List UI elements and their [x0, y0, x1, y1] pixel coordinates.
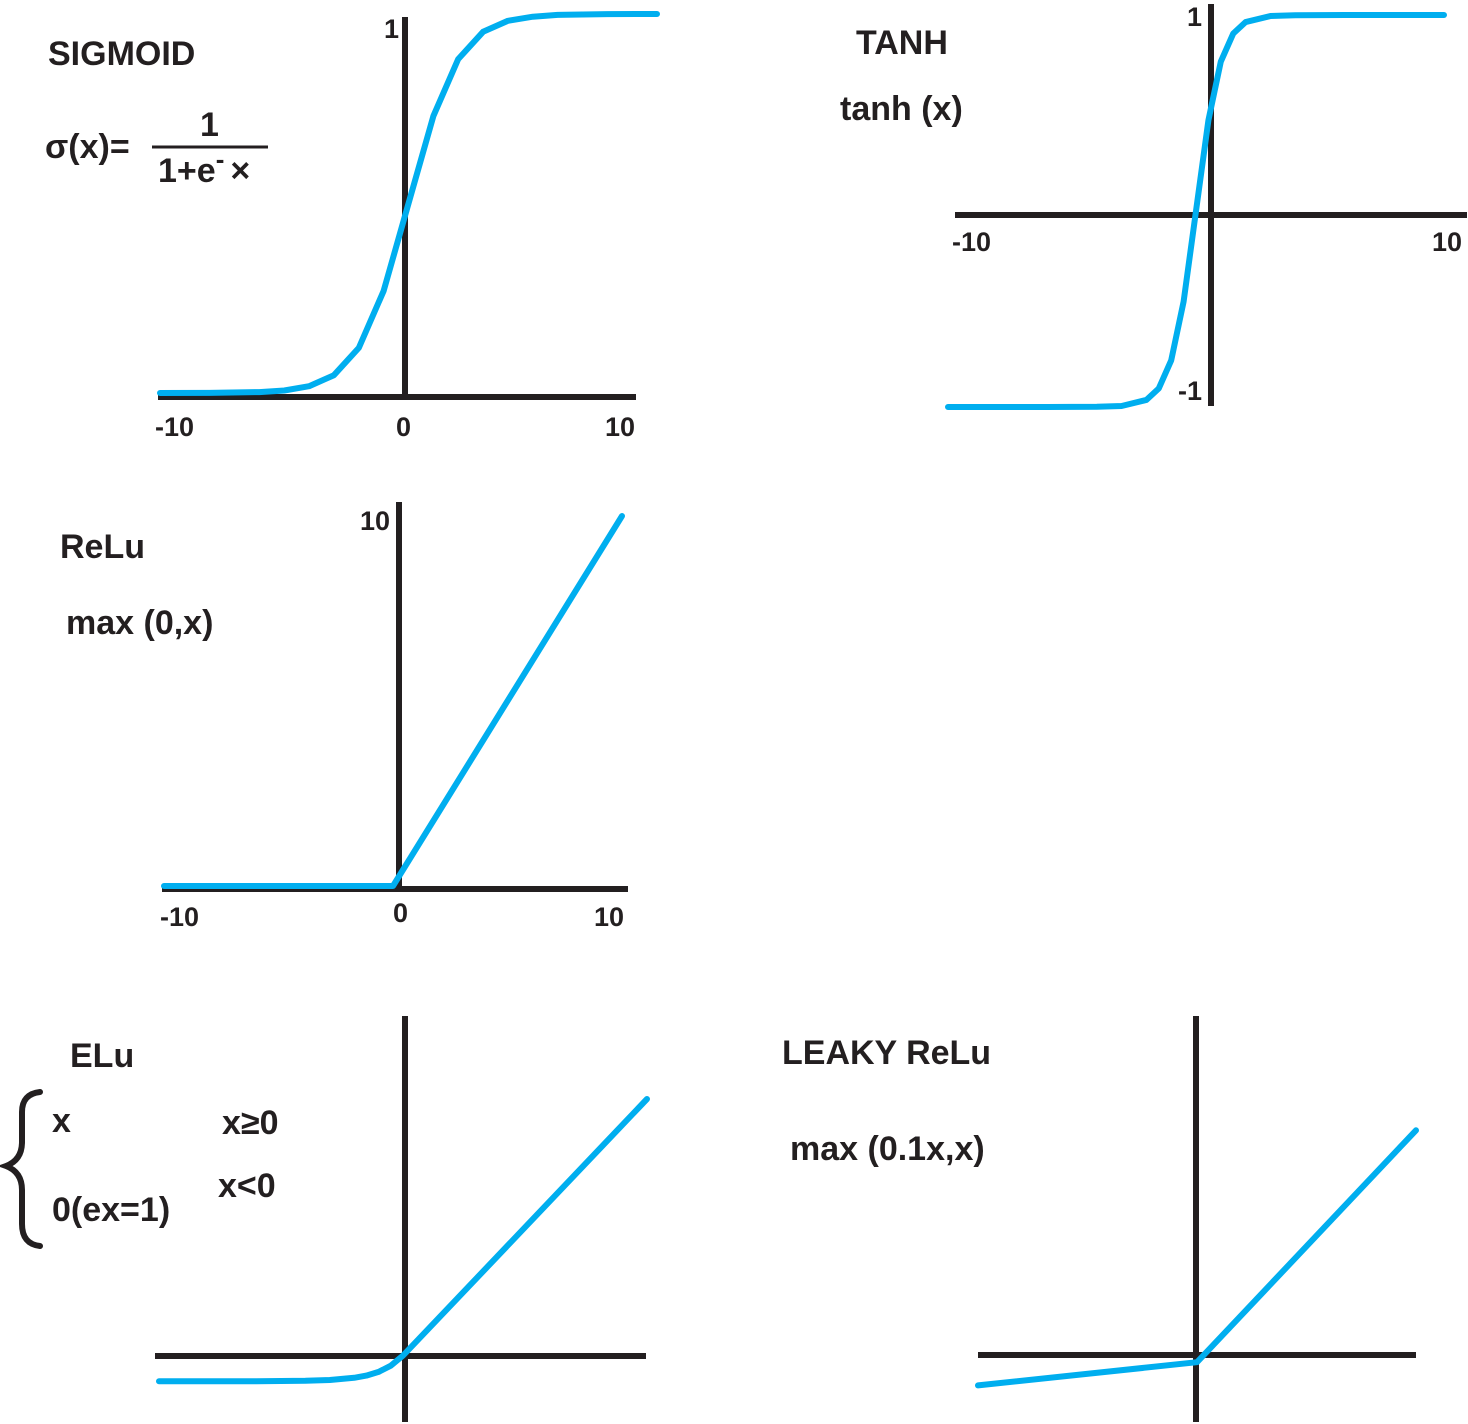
- sigmoid-formula-numerator: 1: [200, 106, 219, 144]
- sigmoid-x-tick-0: 0: [396, 412, 411, 442]
- sigmoid-curve: [157, 11, 660, 396]
- tanh-title: TANH: [856, 24, 948, 62]
- elu-title: ELu: [70, 1037, 134, 1075]
- relu-y-tick-10: 10: [360, 506, 390, 536]
- sigmoid-formula-denominator: 1+e- ×: [158, 144, 250, 190]
- elu-case-1-cond: x≥0: [222, 1104, 278, 1142]
- elu-case-1-expr: x: [52, 1102, 71, 1140]
- sigmoid-x-tick-10: 10: [605, 412, 635, 442]
- sigmoid-chart: SIGMOID σ(x)= 1 1+e- × 1 -10 0 10: [45, 11, 660, 442]
- leaky-relu-chart: LEAKY ReLu max (0.1x,x): [782, 1016, 1419, 1422]
- tanh-x-tick-neg10: -10: [952, 227, 991, 257]
- elu-cases-brace: [0, 1089, 43, 1249]
- tanh-y-tick-1: 1: [1187, 2, 1202, 32]
- leaky-relu-curve: [975, 1127, 1419, 1389]
- elu-case-2-expr: 0(ex=1): [52, 1191, 170, 1229]
- sigmoid-title: SIGMOID: [48, 35, 195, 73]
- relu-chart: ReLu max (0,x) 10 -10 0 10: [60, 502, 628, 932]
- leaky-relu-title: LEAKY ReLu: [782, 1034, 991, 1072]
- elu-curve: [156, 1096, 650, 1385]
- elu-chart: ELu x x≥0 0(ex=1) x<0: [0, 1016, 650, 1422]
- tanh-formula: tanh (x): [840, 90, 963, 128]
- tanh-curve: [945, 12, 1447, 410]
- relu-curve: [161, 513, 625, 889]
- elu-case-2-cond: x<0: [218, 1167, 276, 1205]
- relu-title: ReLu: [60, 528, 145, 566]
- tanh-y-tick-neg1: -1: [1178, 376, 1202, 406]
- tanh-x-tick-10: 10: [1432, 227, 1462, 257]
- relu-formula: max (0,x): [66, 604, 213, 642]
- sigmoid-y-tick-1: 1: [384, 14, 399, 44]
- sigmoid-formula-lhs: σ(x)=: [45, 128, 130, 166]
- relu-x-tick-10: 10: [594, 902, 624, 932]
- relu-x-tick-0: 0: [393, 898, 408, 928]
- sigmoid-x-tick-neg10: -10: [155, 412, 194, 442]
- tanh-chart: TANH tanh (x) 1 -1 -10 10: [840, 2, 1467, 410]
- leaky-relu-formula: max (0.1x,x): [790, 1130, 985, 1168]
- relu-x-tick-neg10: -10: [160, 902, 199, 932]
